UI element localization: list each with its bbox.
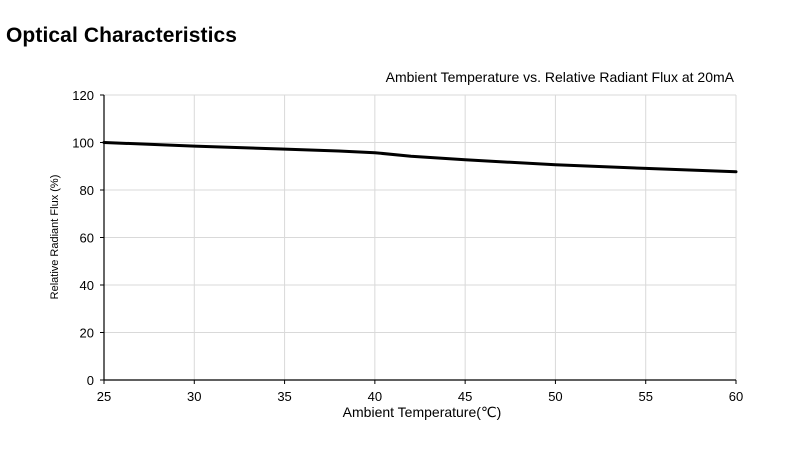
x-tick-label-5: 50 <box>548 389 562 404</box>
y-tick-label-6: 120 <box>72 88 94 103</box>
y-tick-label-1: 20 <box>80 326 94 341</box>
series-line-0 <box>102 141 738 174</box>
chart-grid <box>103 94 737 381</box>
y-axis-label: Relative Radiant Flux (%) <box>49 175 61 300</box>
x-tick-label-1: 30 <box>187 389 201 404</box>
section-title: Optical Characteristics <box>6 24 238 47</box>
x-tick-label-7: 60 <box>729 389 743 404</box>
x-tick-label-3: 40 <box>368 389 382 404</box>
y-tick-label-4: 80 <box>80 183 94 198</box>
y-tick-label-0: 0 <box>87 373 94 388</box>
x-tick-label-6: 55 <box>638 389 652 404</box>
x-axis-ticks: 25 30 35 40 45 50 55 60 <box>97 380 743 404</box>
x-tick-label-0: 25 <box>97 389 111 404</box>
x-tick-label-2: 35 <box>277 389 291 404</box>
x-axis-label: Ambient Temperature(℃) <box>343 404 502 420</box>
y-tick-label-5: 100 <box>72 136 94 151</box>
y-tick-label-2: 40 <box>80 278 94 293</box>
y-tick-label-3: 60 <box>80 231 94 246</box>
y-axis-ticks: 0 20 40 60 80 100 120 <box>72 88 104 388</box>
chart-title: Ambient Temperature vs. Relative Radiant… <box>386 69 735 85</box>
chart-series <box>102 141 738 174</box>
x-tick-label-4: 45 <box>458 389 472 404</box>
